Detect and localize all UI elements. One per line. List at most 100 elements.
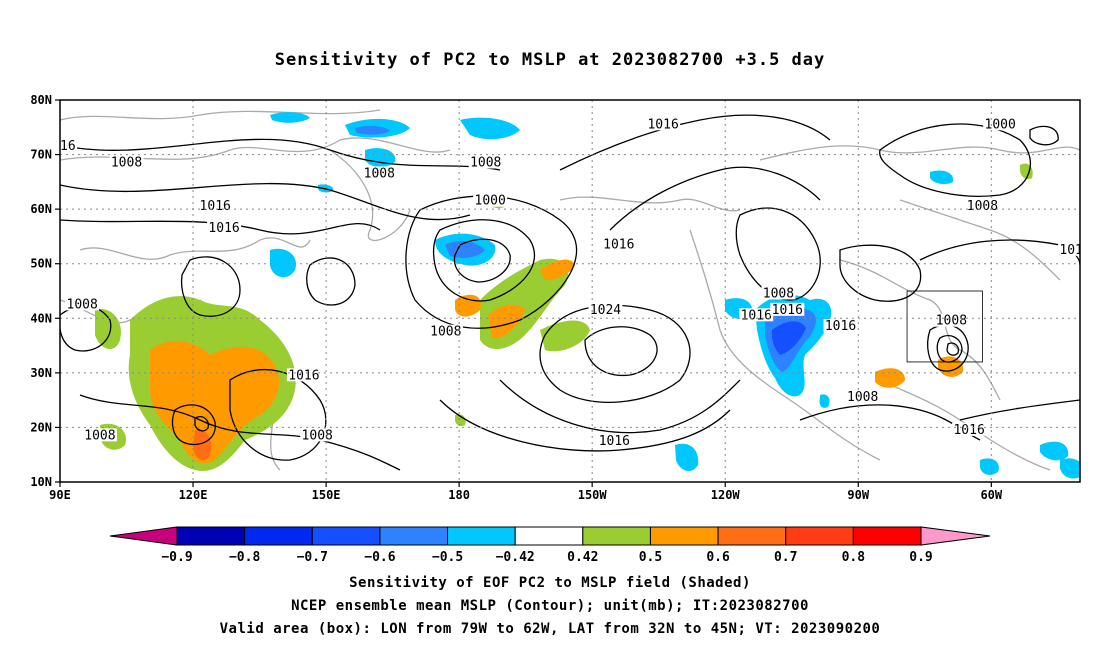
contour-label: 1016 (208, 221, 239, 236)
colorbar-swatch (582, 526, 651, 546)
contour-label: 1008 (936, 314, 967, 329)
axis-ticks: 90E 120E 150E 180 150W 120W 90W 60W 80N 70N 60N 50N… (30, 93, 1003, 502)
sensitivity-shading (95, 112, 1080, 479)
contour-label: 1016 (200, 199, 231, 214)
colorbar-swatch (176, 526, 246, 546)
contour-label-bg (473, 193, 508, 207)
colorbar-label: 0.8 (842, 550, 866, 565)
colorbar-label: −0.42 (496, 550, 535, 565)
contour-label: 1000 (475, 194, 506, 209)
contour-label-bg (601, 237, 636, 251)
contour-label-bg (286, 368, 321, 382)
contour-label: 1016 (772, 303, 803, 318)
contour-label: 1000 (985, 117, 1016, 132)
lat-tick-label: 30N (30, 366, 52, 380)
caption-line-2: NCEP ensemble mean MSLP (Contour); unit(… (291, 598, 809, 614)
lat-tick-label: 20N (30, 420, 52, 434)
contour-label: 1008 (470, 155, 501, 170)
contour-label: 1008 (84, 428, 115, 443)
contour-label: 1016 (44, 139, 75, 154)
colorbar-swatch (717, 526, 787, 546)
contour-label: 1008 (364, 166, 395, 181)
lat-tick-label: 40N (30, 311, 52, 325)
colorbar-swatch (649, 526, 719, 546)
contour-label: 1016 (603, 237, 634, 252)
lon-tick-label: 150W (578, 488, 608, 502)
contour-label: 1008 (111, 155, 142, 170)
lon-tick-label: 180 (448, 488, 470, 502)
contour-label: 1016 (288, 368, 319, 383)
contour-label: 1008 (430, 325, 461, 340)
contour-label: 1024 (590, 303, 621, 318)
contour-label: 1016 (825, 319, 856, 334)
contour-label-bg (109, 155, 144, 169)
contour-label: 1016 (741, 308, 772, 323)
contour-label-bg (428, 324, 463, 338)
colorbar-label: 0.7 (774, 550, 797, 565)
lat-tick-label: 10N (30, 475, 52, 489)
contour-label-bg (65, 297, 100, 311)
lat-tick-label: 60N (30, 202, 52, 216)
map-frame (59, 99, 1081, 483)
contour-label: 1016 (647, 117, 678, 132)
coastlines (60, 109, 1080, 471)
contour-label-bg (952, 422, 987, 436)
caption-line-3: Valid area (box): LON from 79W to 62W, L… (219, 621, 881, 637)
contour-label-bg (761, 286, 796, 300)
contour-label-bg (845, 390, 880, 404)
contour-label-bg (983, 117, 1018, 131)
contour-label-bg (597, 433, 632, 447)
lon-tick-label: 90E (49, 488, 71, 502)
contour-label-bg (362, 166, 397, 180)
contour-label: 1008 (763, 286, 794, 301)
colorbar-label: −0.5 (432, 550, 463, 565)
contour-label-bg (207, 220, 242, 234)
contour-label-bg (60, 139, 77, 153)
contour-label: 101 (1059, 243, 1082, 258)
contour-label: 1016 (599, 434, 630, 449)
lon-tick-label: 120E (179, 488, 208, 502)
mslp-contours (60, 114, 1080, 471)
colorbar-label: 0.42 (567, 550, 598, 565)
colorbar-swatch (852, 526, 922, 546)
contour-label: 1008 (302, 428, 333, 443)
colorbar: −0.9 −0.8 −0.7 −0.6 −0.5 −0.42 0.42 0.5 0.6 0.7 0.… (109, 526, 991, 565)
caption-line-1: Sensitivity of EOF PC2 to MSLP field (Sh… (349, 575, 751, 591)
colorbar-label: −0.7 (297, 550, 328, 565)
lon-tick-label: 90W (847, 488, 869, 502)
colorbar-high-extension (920, 526, 991, 546)
colorbar-swatch (514, 526, 584, 546)
valid-area-box (906, 290, 983, 363)
contour-label: 1008 (967, 199, 998, 214)
colorbar-label: 0.9 (909, 550, 932, 565)
lon-tick-label: 120W (711, 488, 741, 502)
contour-label-bg (646, 117, 681, 131)
colorbar-swatch (244, 526, 313, 546)
colorbar-swatch (379, 526, 449, 546)
colorbar-label: 0.5 (639, 550, 662, 565)
lat-tick-label: 70N (30, 148, 52, 162)
contour-label: 1008 (847, 390, 878, 405)
colorbar-label: 0.6 (706, 550, 730, 565)
lon-tick-label: 150E (312, 488, 341, 502)
colorbar-swatch (311, 526, 381, 546)
lat-tick-label: 80N (30, 93, 52, 107)
colorbar-low-extension (109, 526, 178, 546)
colorbar-swatch (785, 526, 854, 546)
contour-label: 1016 (953, 423, 984, 438)
colorbar-swatch (447, 526, 516, 546)
contour-label-bg (934, 313, 969, 327)
contour-label-bg (588, 302, 623, 316)
lon-tick-label: 60W (980, 488, 1002, 502)
figure-title: Sensitivity of PC2 to MSLP at 2023082700… (274, 50, 826, 70)
lat-tick-label: 50N (30, 257, 52, 271)
colorbar-label: −0.8 (229, 550, 260, 565)
colorbar-label: −0.9 (161, 550, 192, 565)
colorbar-label: −0.6 (364, 550, 395, 565)
contour-label-bg (82, 428, 117, 442)
contour-label: 1008 (67, 297, 98, 312)
contour-label-bg (823, 319, 858, 333)
contour-label-bg (739, 308, 774, 322)
